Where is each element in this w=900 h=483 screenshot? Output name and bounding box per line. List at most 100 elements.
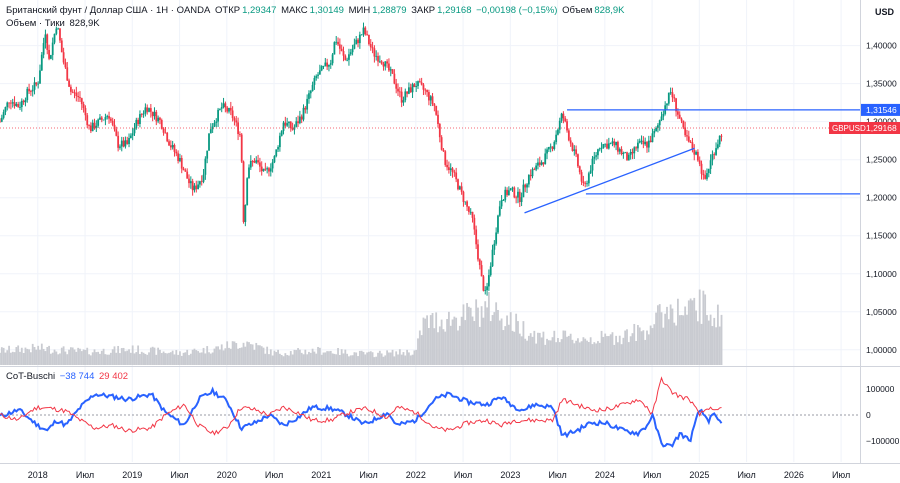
candle-body <box>277 147 279 150</box>
volume-bar <box>366 352 369 365</box>
candle-body <box>64 62 67 68</box>
volume-bar <box>88 354 90 365</box>
candle-body <box>124 140 127 147</box>
volume-bar <box>437 332 439 365</box>
y-tick-label: 1,30000 <box>866 117 897 127</box>
volume-bar <box>622 337 625 365</box>
candle-body <box>657 125 659 128</box>
candle-body <box>687 136 690 142</box>
trend-line <box>524 147 695 214</box>
volume-bar <box>282 356 285 365</box>
volume-bar <box>0 347 3 365</box>
volume-bar <box>458 325 461 365</box>
volume-bar <box>180 355 183 365</box>
volume-bar <box>511 330 514 365</box>
volume-bar <box>475 299 478 365</box>
candle-body <box>404 91 407 101</box>
candle-body <box>358 34 361 44</box>
volume-bar <box>597 341 599 365</box>
volume-bar <box>558 342 561 365</box>
drawing-lines[interactable] <box>0 109 860 214</box>
volume-bar <box>393 356 396 365</box>
volume-bar <box>533 330 536 365</box>
volume-bar <box>269 349 272 365</box>
candle-body <box>515 197 518 199</box>
volume-bar <box>202 347 205 365</box>
candle-body <box>531 169 534 177</box>
candle-body <box>651 133 654 143</box>
candle-body <box>217 109 219 122</box>
volume-bar <box>618 335 621 365</box>
x-tick-label: 2018 <box>28 470 48 480</box>
candle-body <box>720 135 723 137</box>
volume-bar <box>589 337 592 365</box>
cot-legend[interactable]: CoT-Buschi −38 744 29 402 <box>6 371 130 382</box>
candle-body <box>638 141 641 143</box>
candle-body <box>315 75 318 79</box>
volume-bar <box>553 330 556 365</box>
candle-body <box>480 265 483 277</box>
volume-bar <box>627 342 630 365</box>
candle-body <box>553 141 556 150</box>
volume-bar <box>280 354 283 365</box>
x-tick-label: 2026 <box>784 470 804 480</box>
volume-bar <box>2 347 5 365</box>
cot-label: CoT-Buschi <box>6 371 56 382</box>
candle-body <box>215 121 218 123</box>
volume-bar <box>675 325 677 365</box>
y-tick-label: 1,40000 <box>866 41 897 51</box>
volume-bar <box>471 316 474 365</box>
volume-bar <box>473 321 476 365</box>
candle-body <box>411 84 414 93</box>
candle-body <box>120 140 123 147</box>
candle-body <box>393 73 396 84</box>
candle-body <box>691 142 694 150</box>
volume-bar <box>66 354 69 365</box>
candle-body <box>202 174 205 182</box>
volume-bar <box>84 350 87 365</box>
volume-bar <box>438 326 441 365</box>
volume-bar <box>598 342 601 365</box>
volume-bar <box>75 351 78 365</box>
candle-body <box>84 107 87 116</box>
volume-bar <box>518 333 521 365</box>
volume-bar <box>426 315 428 365</box>
candle-body <box>253 161 256 163</box>
candle-body <box>397 88 399 92</box>
candle-body <box>460 186 463 192</box>
volume-bar <box>200 352 203 365</box>
candle-body <box>473 217 476 230</box>
volume-bar <box>155 354 158 365</box>
volume-bar <box>77 347 80 365</box>
candle-body <box>617 141 619 152</box>
volume-bar <box>531 336 534 365</box>
candle-body <box>55 28 58 34</box>
candle-body <box>171 145 174 148</box>
volume-bar <box>273 350 276 365</box>
volume-bar <box>389 352 392 365</box>
candle-body <box>311 84 314 92</box>
volume-bar <box>493 312 496 365</box>
candle-body <box>66 67 69 81</box>
candle-body <box>631 151 634 154</box>
volume-bar <box>189 353 192 365</box>
volume-bar <box>551 337 554 365</box>
candle-body <box>342 51 345 56</box>
volume-bar <box>333 353 336 365</box>
candle-body <box>320 66 323 71</box>
candle-body <box>48 49 50 59</box>
currency-label[interactable]: USD <box>874 7 894 17</box>
volume-legend[interactable]: Объем · Тики 828,9K <box>6 18 102 29</box>
candle-body <box>467 206 470 212</box>
candle-body <box>560 113 563 121</box>
candle-body <box>497 215 499 233</box>
volume-bar <box>73 349 76 365</box>
candle-body <box>351 48 354 53</box>
candle-body <box>191 181 194 191</box>
symbol-legend[interactable]: Британский фунт / Доллар США · 1Н · OAND… <box>6 5 627 16</box>
volume-bar <box>498 320 501 365</box>
candle-body <box>398 91 401 93</box>
volume-bar <box>413 350 416 365</box>
x-tick-label: Июл <box>265 470 283 480</box>
